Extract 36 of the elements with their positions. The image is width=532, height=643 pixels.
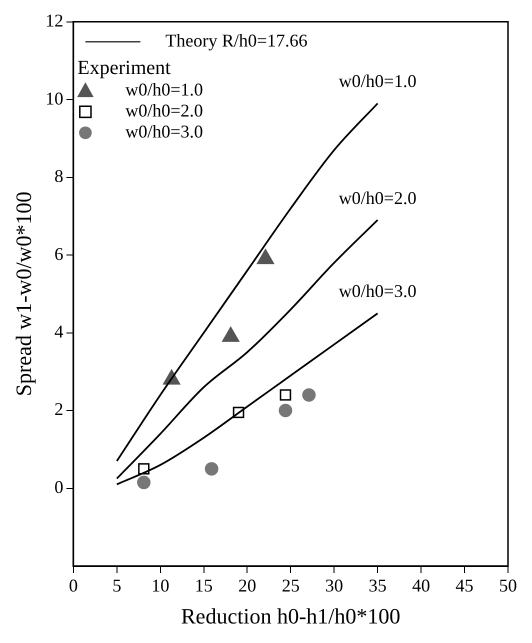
x-tick-label: 45: [456, 576, 474, 596]
point: [137, 476, 151, 490]
point: [280, 389, 292, 401]
series-label: w0/h0=1.0: [338, 71, 416, 92]
x-axis-title: Reduction h0-h1/h0*100: [181, 604, 400, 629]
x-tick-label: 30: [325, 576, 344, 596]
point: [222, 326, 240, 342]
x-tick-label: 50: [499, 576, 517, 596]
line-series: [116, 312, 379, 486]
series-label: w0/h0=3.0: [338, 281, 416, 302]
y-tick-label: 6: [54, 244, 64, 264]
x-tick-label: 0: [68, 576, 78, 596]
point: [302, 388, 316, 402]
x-tick-label: 20: [238, 576, 256, 596]
y-tick-label: 2: [54, 399, 64, 420]
y-tick-label: 10: [45, 88, 64, 108]
y-tick-label: 4: [54, 322, 64, 342]
point: [204, 462, 218, 476]
y-tick-label: 12: [45, 10, 64, 31]
x-tick-label: 10: [151, 576, 170, 596]
x-tick-label: 40: [412, 576, 430, 596]
y-axis-title: Spread w1-w0/w0*100: [10, 192, 36, 396]
point: [278, 404, 292, 418]
y-tick-label: 0: [54, 476, 64, 497]
point: [256, 249, 274, 264]
series-label: w0/h0=2.0: [338, 188, 416, 208]
legend-label: w0/h0=3.0: [125, 122, 204, 142]
x-tick-label: 35: [368, 576, 387, 596]
x-tick-label: 5: [112, 576, 122, 596]
x-tick-label: 25: [282, 576, 300, 596]
legend-label: w0/h0=2.0: [125, 100, 204, 121]
y-tick-label: 8: [54, 166, 64, 186]
legend-label: w0/h0=1.0: [125, 80, 204, 100]
x-tick-label: 15: [194, 576, 213, 596]
annotation: Theory R/h0=17.66: [165, 30, 308, 51]
legend-title: Experiment: [77, 57, 172, 80]
